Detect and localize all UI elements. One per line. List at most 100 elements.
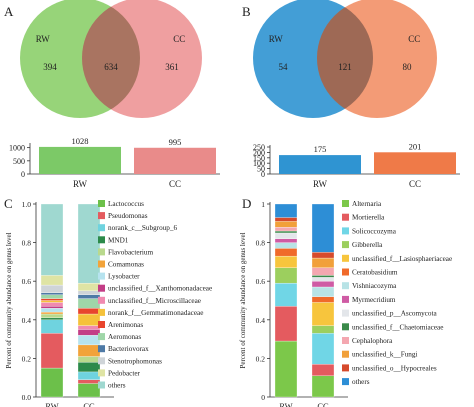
- bar-rw: [39, 146, 121, 174]
- y-tick-label: 50: [257, 165, 265, 174]
- x-tick-label: RW: [45, 401, 58, 407]
- legend-swatch: [342, 254, 349, 262]
- legend-label: unclassified_k__Fungi: [352, 351, 417, 359]
- y-tick-label: 0.6: [22, 277, 32, 286]
- segment-myrmecridium: [311, 281, 335, 288]
- segment-unclassified-p-ascomycota: [311, 277, 335, 282]
- legend-label: Lactococcus: [108, 200, 144, 208]
- legend-swatch: [98, 381, 105, 389]
- legend-label: Vishniacozyma: [352, 282, 397, 290]
- y-axis-title: Percent of community abundance on genus …: [239, 232, 247, 368]
- segment-lactococcus: [77, 383, 101, 398]
- segment-flavobacterium: [77, 356, 101, 363]
- legend-swatch: [342, 378, 349, 386]
- y-tick-label: 0.8: [256, 239, 266, 248]
- x-tick-label: CC: [317, 401, 329, 407]
- legend-swatch: [98, 248, 105, 256]
- segment-aeromonas: [40, 294, 64, 299]
- segment-unclassified-f-chaetomiaceae: [274, 230, 298, 234]
- legend-swatch: [342, 268, 349, 276]
- segment-lysobacter: [77, 335, 101, 346]
- legend-swatch: [98, 357, 105, 365]
- x-tick-label: CC: [169, 179, 181, 189]
- legend-label: MND1: [108, 236, 129, 244]
- y-tick-label: 0.6: [256, 277, 266, 286]
- segment-unclassified-k-fungi: [311, 257, 335, 268]
- segment-norank-c-subgroup-6: [40, 319, 64, 334]
- venn-overlap: [82, 0, 140, 118]
- x-tick-label: CC: [409, 179, 421, 189]
- segment-others: [40, 203, 64, 276]
- legend-label: Pedobacter: [108, 369, 141, 377]
- bar-cc: [134, 147, 216, 174]
- legend-swatch: [98, 224, 105, 232]
- y-tick-label: 1: [261, 200, 265, 209]
- segment-unclassified-p-ascomycota: [274, 232, 298, 239]
- venn-set-label-rw: RW: [36, 34, 51, 44]
- segment-unclassified-o-hypocreales: [311, 252, 335, 259]
- panel-letter-d: D: [242, 196, 251, 211]
- segment-unclassified-f-xanthomonadaceae: [77, 329, 101, 336]
- venn-value-left: 54: [279, 62, 289, 72]
- y-tick-label: 0.8: [22, 239, 32, 248]
- bar-value-label: 995: [169, 137, 182, 147]
- segment-mnd1: [77, 362, 101, 373]
- segment-norank-c-subgroup-6: [77, 371, 101, 380]
- legend-swatch: [342, 323, 349, 331]
- segment-arenimonas: [77, 308, 101, 315]
- legend-label: norank_c__Subgroup_6: [108, 224, 177, 232]
- y-tick-label: 0: [21, 170, 25, 179]
- legend-label: unclassified_f__Chaetomiaceae: [352, 323, 443, 331]
- legend-swatch: [342, 282, 349, 290]
- segment-others: [274, 203, 298, 218]
- venn-set-label-cc: CC: [408, 34, 420, 44]
- legend-label: Flavobacterium: [108, 248, 154, 256]
- segment-aeromonas: [77, 298, 101, 309]
- legend-swatch: [342, 213, 349, 221]
- panel-letter-a: A: [4, 4, 14, 19]
- legend-swatch: [98, 200, 105, 207]
- venn-B-venn: RW CC 54 121 80: [253, 0, 437, 118]
- segment-alternaria: [311, 375, 335, 398]
- segment-unclassified-o-hypocreales: [274, 217, 298, 222]
- x-tick-label: CC: [83, 401, 95, 407]
- panel-letter-c: C: [4, 196, 13, 211]
- venn-set-label-cc: CC: [173, 34, 185, 44]
- y-tick-label: 0.4: [22, 316, 32, 325]
- legend-swatch: [342, 241, 349, 249]
- segment-mnd1: [40, 317, 64, 320]
- stacked-chart-D: 0 0.2 0.4 0.6 0.8 1 Percent of community abund…: [239, 200, 452, 407]
- segment-unclassified-k-fungi: [274, 221, 298, 228]
- venn-value-left: 394: [43, 62, 57, 72]
- legend-label: unclassified_o__Hypocreales: [352, 364, 437, 372]
- segment-stenotrophomonas: [77, 290, 101, 295]
- legend-label: unclassified_f__Lasiosphaeriaceae: [352, 255, 452, 263]
- segment-lactococcus: [40, 367, 64, 398]
- y-tick-label: 1.0: [22, 200, 32, 209]
- legend-swatch: [98, 296, 105, 304]
- y-tick-label: 1000: [9, 144, 25, 153]
- segment-norank-f-gemmatimonadaceae: [40, 300, 64, 303]
- legend-swatch: [98, 321, 105, 328]
- segment-ceratobasidium: [274, 248, 298, 257]
- segment-comamonas: [40, 311, 64, 315]
- y-tick-label: 250: [253, 143, 265, 152]
- segment-vishniacozyma: [274, 242, 298, 249]
- legend-label: Alternaria: [352, 200, 382, 208]
- segment-cephalophora: [311, 267, 335, 276]
- segment-alternaria: [274, 340, 298, 398]
- legend-swatch: [98, 333, 105, 341]
- legend-swatch: [98, 308, 105, 316]
- y-tick-label: 0.2: [22, 354, 32, 363]
- segment-others: [311, 203, 335, 253]
- legend-label: Mortierella: [352, 214, 385, 222]
- segment-unclassified-f-microscillaceae: [40, 302, 64, 307]
- segment-unclassified-f-microscillaceae: [77, 325, 101, 330]
- segment-unclassified-f-lasiosphaeriaceae: [274, 255, 298, 268]
- y-tick-label: 0: [261, 170, 265, 179]
- y-tick-label: 0.0: [22, 393, 32, 402]
- legend-swatch: [342, 337, 349, 344]
- segment-arenimonas: [40, 298, 64, 301]
- legend-label: Gibberella: [352, 241, 383, 249]
